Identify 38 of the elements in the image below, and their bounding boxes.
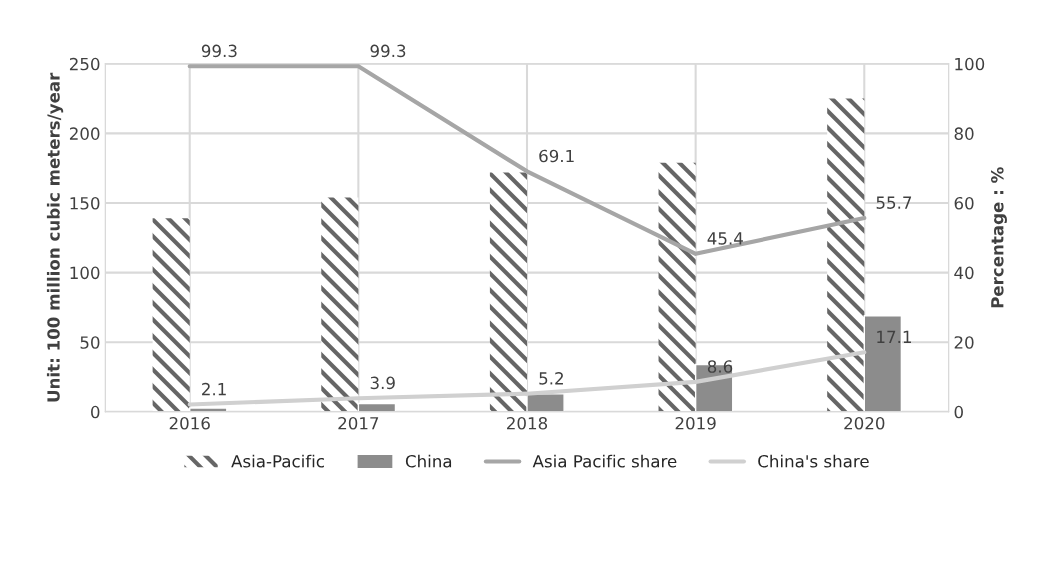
bar bbox=[321, 197, 359, 412]
y-tick-label: 250 bbox=[69, 57, 100, 71]
y2-tick-label: 0 bbox=[954, 405, 963, 419]
legend-label: China bbox=[405, 454, 452, 468]
y-axis-title: Unit: 100 million cubic meters/year bbox=[46, 72, 64, 402]
bar bbox=[489, 172, 527, 412]
y2-tick-label: 20 bbox=[954, 336, 974, 349]
x-tick-label: 2018 bbox=[507, 416, 548, 430]
x-tick-label: 2016 bbox=[169, 416, 210, 430]
y2-axis-title: Percentage : % bbox=[990, 167, 1007, 308]
y-tick-label: 100 bbox=[70, 266, 100, 280]
data-label: 69.1 bbox=[539, 149, 574, 163]
data-label: 99.3 bbox=[201, 44, 237, 58]
legend-label: Asia-Pacific bbox=[231, 454, 324, 468]
y2-tick-label: 40 bbox=[954, 266, 974, 280]
data-label: 3.9 bbox=[370, 376, 395, 390]
data-label: 5.2 bbox=[539, 372, 563, 385]
x-tick-label: 2017 bbox=[338, 416, 379, 430]
legend-label: Asia Pacific share bbox=[532, 454, 677, 468]
data-label: 99.3 bbox=[370, 44, 406, 58]
legend-label: China's share bbox=[758, 454, 869, 468]
y-tick-label: 0 bbox=[91, 405, 100, 419]
bar bbox=[827, 98, 865, 412]
x-tick-label: 2020 bbox=[844, 416, 885, 430]
data-label: 45.4 bbox=[707, 232, 743, 245]
y-tick-label: 150 bbox=[70, 196, 100, 210]
bar bbox=[189, 407, 228, 412]
y2-tick-label: 100 bbox=[955, 57, 985, 71]
data-label: 2.1 bbox=[202, 382, 226, 396]
y2-tick-label: 80 bbox=[954, 127, 974, 140]
bar bbox=[152, 218, 190, 412]
y2-tick-label: 60 bbox=[954, 196, 974, 210]
bar bbox=[658, 162, 696, 412]
data-label: 55.7 bbox=[876, 196, 912, 209]
y-tick-label: 50 bbox=[80, 336, 100, 349]
line-series bbox=[187, 64, 867, 256]
y-tick-label: 200 bbox=[69, 127, 100, 140]
x-tick-label: 2019 bbox=[675, 416, 716, 430]
